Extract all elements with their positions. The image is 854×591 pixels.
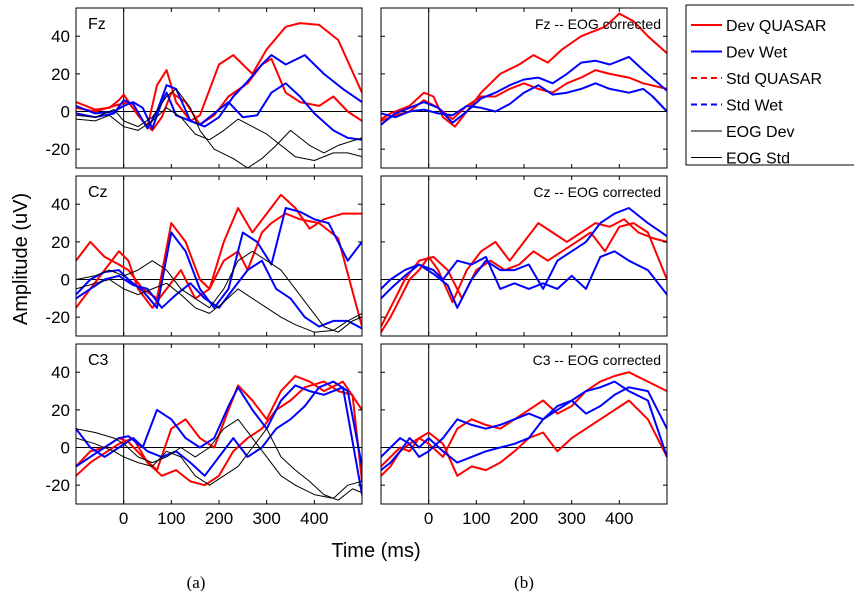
x-tick-label: 200 [205, 509, 233, 528]
series-line-6 [76, 107, 362, 161]
panel-title: Fz -- EOG corrected [535, 16, 661, 32]
x-tick-label: 0 [424, 509, 433, 528]
x-axis-label: Time (ms) [331, 540, 420, 562]
plot-area [381, 344, 667, 504]
y-tick-label: 0 [61, 439, 70, 458]
legend-entry-label: EOG Dev [726, 124, 794, 141]
series-line-5 [76, 428, 362, 501]
y-tick-label: 20 [51, 401, 70, 420]
series-line-2 [381, 222, 667, 328]
series-line-2 [76, 57, 362, 132]
series-line-4 [381, 82, 667, 119]
plot-area [76, 176, 362, 336]
panels-group: -20 0 20 40 Fz Fz -- EOG corrected -20 0 20 40 Cz C… [45, 7, 668, 528]
x-tick-label: 200 [510, 509, 538, 528]
series-line-3 [381, 207, 667, 309]
series-line-2 [76, 212, 362, 328]
panel-6: 0 100 200 300 400 C3 -- EOG corrected [380, 343, 668, 528]
series-line-4 [76, 259, 362, 330]
plot-area [76, 344, 362, 504]
series-line-4 [76, 82, 362, 141]
panel-title: Cz [88, 184, 108, 201]
panel-frame [75, 7, 363, 169]
legend-entry-label: EOG Std [726, 151, 790, 168]
panel-4: Cz -- EOG corrected [380, 175, 668, 337]
legend-box [685, 4, 854, 166]
y-tick-label: -20 [45, 476, 70, 495]
caption-a: (a) [187, 573, 206, 591]
series-line-2 [76, 380, 362, 487]
panel-1: -20 0 20 40 Fz [45, 7, 363, 169]
y-tick-label: 40 [51, 27, 70, 46]
series-line-6 [76, 418, 362, 499]
panel-title: C3 -- EOG corrected [533, 352, 661, 368]
series-line-1 [381, 399, 667, 477]
x-tick-label: 300 [557, 509, 585, 528]
series-line-1 [76, 375, 362, 472]
series-line-5 [76, 88, 362, 168]
series-line-3 [381, 55, 667, 126]
x-tick-label: 100 [462, 509, 490, 528]
legend-entry-label: Dev Wet [726, 45, 788, 62]
y-tick-label: 20 [51, 65, 70, 84]
x-tick-label: 300 [252, 509, 280, 528]
legend-entry-label: Dev QUASAR [726, 18, 826, 35]
x-tick-label: 400 [300, 509, 328, 528]
series-line-2 [381, 371, 667, 468]
panel-frame [75, 343, 363, 505]
series-line-4 [381, 380, 667, 458]
y-tick-label: -20 [45, 140, 70, 159]
legend-entry-label: Std Wet [726, 98, 783, 115]
plot-area [381, 8, 667, 168]
panel-frame [380, 343, 668, 505]
panel-frame [380, 175, 668, 337]
series-line-5 [76, 279, 362, 333]
series-line-3 [76, 207, 362, 309]
y-tick-label: 0 [61, 271, 70, 290]
series-line-3 [76, 384, 362, 496]
series-line-4 [381, 250, 667, 296]
series-line-3 [381, 386, 667, 472]
x-tick-label: 100 [157, 509, 185, 528]
plot-area [381, 176, 667, 336]
x-tick-label: 400 [605, 509, 633, 528]
panel-2: Fz -- EOG corrected [380, 7, 668, 169]
panel-3: -20 0 20 40 Cz [45, 175, 363, 337]
series-line-1 [381, 218, 667, 334]
panel-title: Cz -- EOG corrected [533, 184, 661, 200]
y-tick-label: 40 [51, 363, 70, 382]
series-line-1 [76, 193, 362, 300]
plot-area [76, 8, 362, 168]
y-axis-label: Amplitude (uV) [10, 193, 32, 325]
y-tick-label: -20 [45, 308, 70, 327]
y-tick-label: 20 [51, 233, 70, 252]
panel-title: Fz [88, 16, 106, 33]
y-tick-label: 40 [51, 195, 70, 214]
series-line-6 [76, 250, 362, 333]
caption-b: (b) [514, 573, 534, 591]
y-tick-label: 0 [61, 103, 70, 122]
legend: Dev QUASAR Dev Wet Std QUASAR Std Wet EOG De… [685, 4, 854, 168]
series-line-2 [381, 69, 667, 122]
legend-entry-label: Std QUASAR [726, 71, 822, 88]
x-tick-label: 0 [119, 509, 128, 528]
panel-title: C3 [88, 352, 109, 369]
panel-frame [380, 7, 668, 169]
series-line-1 [381, 12, 667, 128]
